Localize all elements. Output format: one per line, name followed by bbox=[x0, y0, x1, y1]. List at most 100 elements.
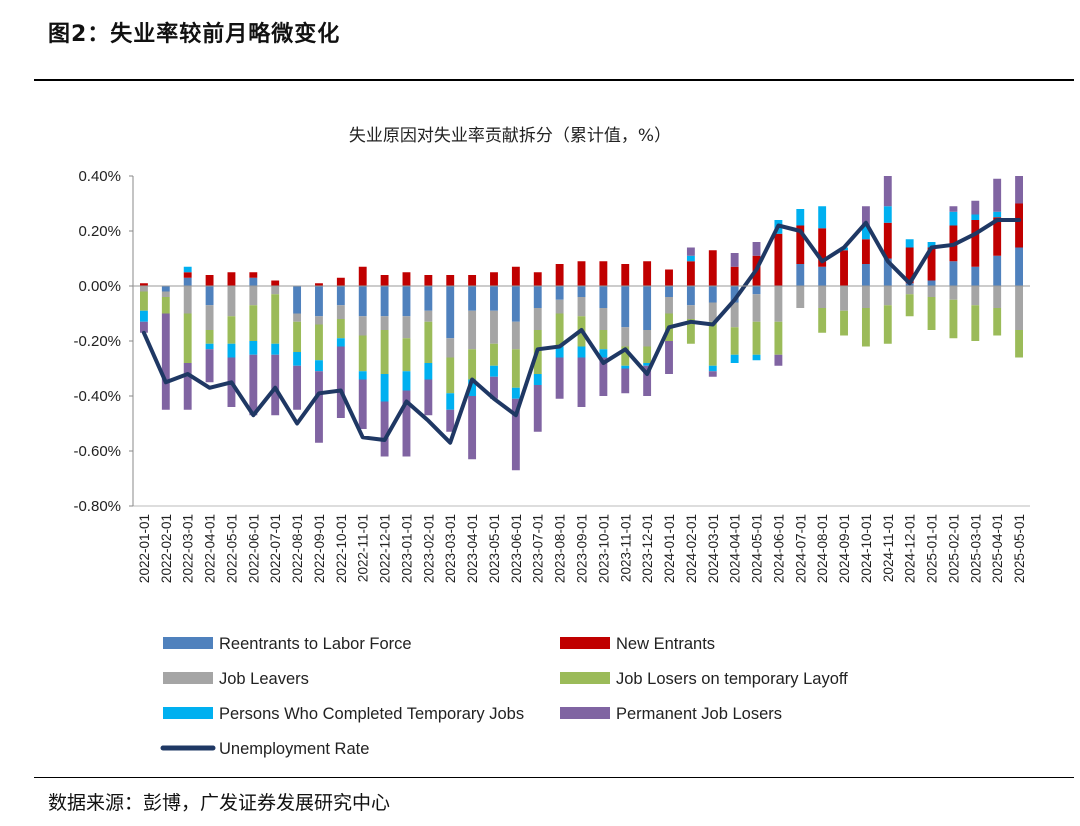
x-tick-label: 2025-01-01 bbox=[925, 514, 940, 583]
bar-segment bbox=[402, 316, 411, 339]
y-tick-label: -0.80% bbox=[73, 498, 121, 515]
bar-segment bbox=[249, 341, 258, 355]
chart-title: 失业原因对失业率贡献拆分（累计值，%） bbox=[349, 126, 671, 146]
bar-segment bbox=[446, 338, 455, 358]
bar-segment bbox=[555, 346, 564, 358]
x-tick-label: 2023-11-01 bbox=[618, 514, 633, 582]
bar-segment bbox=[271, 294, 280, 344]
bar-segment bbox=[883, 222, 892, 259]
bar-segment bbox=[905, 247, 914, 284]
bar-segment bbox=[533, 286, 542, 308]
bar-segment bbox=[993, 286, 1002, 308]
bar-segment bbox=[861, 264, 870, 286]
bar-segment bbox=[752, 354, 761, 361]
bar-segment bbox=[555, 286, 564, 300]
bar-segment bbox=[402, 272, 411, 286]
bar-segment bbox=[424, 321, 433, 363]
bar-segment bbox=[161, 297, 170, 314]
bar-segment bbox=[490, 365, 498, 377]
bar-segment bbox=[993, 211, 1002, 218]
bar-segment bbox=[293, 352, 302, 366]
bar-segment bbox=[380, 330, 389, 374]
legend-swatch bbox=[163, 707, 213, 719]
bar-segment bbox=[227, 343, 236, 358]
x-tick-label: 2024-12-01 bbox=[903, 514, 918, 583]
bar-segment bbox=[752, 294, 761, 322]
bar-segment bbox=[971, 214, 980, 220]
bar-segment bbox=[183, 272, 192, 278]
bar-segment bbox=[730, 354, 739, 363]
bar-segment bbox=[643, 286, 652, 330]
bar-segment bbox=[971, 220, 980, 267]
bar-segment bbox=[402, 371, 411, 391]
bar-segment bbox=[883, 206, 892, 223]
bar-segment bbox=[315, 371, 323, 443]
x-tick-label: 2024-09-01 bbox=[837, 514, 852, 583]
bar-segment bbox=[336, 305, 345, 319]
bar-segment bbox=[161, 291, 170, 297]
bar-segment bbox=[949, 286, 958, 300]
bar-segment bbox=[599, 308, 608, 330]
unemployment-rate-line bbox=[141, 218, 1022, 445]
bar-segment bbox=[424, 363, 433, 380]
bar-segment bbox=[336, 338, 345, 347]
bar-segment bbox=[730, 286, 739, 303]
x-tick-label: 2025-02-01 bbox=[946, 514, 961, 583]
bar-segment bbox=[686, 286, 695, 306]
bar-segment bbox=[205, 349, 214, 383]
x-tick-label: 2024-02-01 bbox=[684, 514, 699, 583]
legend-label: Permanent Job Losers bbox=[616, 705, 782, 723]
bar-segment bbox=[861, 206, 870, 226]
bar-segment bbox=[555, 264, 564, 286]
bar-segment bbox=[686, 319, 695, 344]
bar-segment bbox=[730, 253, 739, 267]
bar-segment bbox=[315, 316, 323, 325]
bar-segment bbox=[643, 365, 652, 396]
bar-segment bbox=[643, 330, 652, 347]
bar-segment bbox=[511, 266, 520, 286]
y-tick-label: -0.20% bbox=[73, 333, 121, 350]
bar-segment bbox=[205, 286, 214, 306]
bar-segment bbox=[577, 357, 586, 407]
bar-segment bbox=[905, 294, 914, 317]
bar-segment bbox=[293, 286, 302, 314]
x-tick-label: 2025-04-01 bbox=[990, 514, 1005, 583]
x-tick-label: 2022-11-01 bbox=[356, 514, 371, 582]
bar-segment bbox=[402, 338, 411, 372]
bar-segment bbox=[490, 343, 498, 366]
bar-segment bbox=[993, 217, 1002, 256]
bar-segment bbox=[883, 305, 892, 344]
bar-segment bbox=[686, 305, 695, 319]
legend-label: Persons Who Completed Temporary Jobs bbox=[219, 705, 524, 723]
bar-segment bbox=[424, 275, 433, 286]
bar-segment bbox=[468, 286, 477, 311]
x-tick-label: 2022-09-01 bbox=[312, 514, 327, 583]
source-note: 数据来源：彭博，广发证券发展研究中心 bbox=[48, 792, 391, 814]
bar-segment bbox=[446, 393, 455, 410]
bar-segment bbox=[336, 277, 345, 286]
bar-segment bbox=[205, 305, 214, 330]
bottom-rule bbox=[34, 777, 1074, 778]
bar-segment bbox=[249, 305, 258, 341]
bar-segment bbox=[796, 286, 805, 308]
bar-segment bbox=[927, 286, 936, 297]
x-tick-label: 2023-02-01 bbox=[421, 514, 436, 583]
bar-segment bbox=[380, 316, 389, 330]
bar-segment bbox=[227, 272, 236, 286]
bar-segment bbox=[446, 357, 455, 394]
bar-segment bbox=[227, 316, 236, 344]
bar-segment bbox=[336, 319, 345, 339]
bar-segment bbox=[315, 324, 323, 361]
bar-segment bbox=[183, 277, 192, 286]
bar-segment bbox=[490, 272, 498, 286]
x-tick-label: 2022-10-01 bbox=[334, 514, 349, 583]
bar-segment bbox=[643, 261, 652, 286]
bar-segment bbox=[665, 269, 673, 286]
bar-segment bbox=[140, 310, 148, 322]
bar-segment bbox=[599, 330, 608, 350]
bar-segment bbox=[161, 313, 170, 410]
bar-segment bbox=[818, 228, 827, 267]
bar-segment bbox=[358, 266, 367, 286]
bar-segment bbox=[271, 343, 280, 355]
